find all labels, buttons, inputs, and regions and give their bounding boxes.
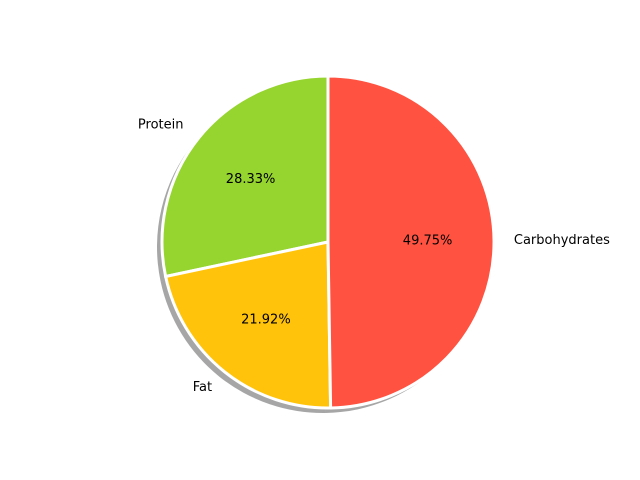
slice-label-carbohydrates: Carbohydrates bbox=[514, 233, 610, 248]
pct-label-protein: 28.33% bbox=[226, 172, 276, 187]
pie-slices bbox=[160, 74, 496, 410]
pct-label-carbohydrates: 49.75% bbox=[403, 234, 453, 249]
pie-labels: 28.33% Protein 21.92% Fat 49.75% Carbohydrate… bbox=[138, 118, 610, 395]
pie-slice-protein bbox=[160, 74, 330, 279]
pie-slice-carbohydrates bbox=[326, 74, 496, 410]
slice-label-protein: Protein bbox=[138, 118, 184, 133]
pie-slice-fat bbox=[163, 240, 333, 410]
pct-label-fat: 21.92% bbox=[241, 312, 291, 327]
slice-label-fat: Fat bbox=[193, 380, 212, 395]
